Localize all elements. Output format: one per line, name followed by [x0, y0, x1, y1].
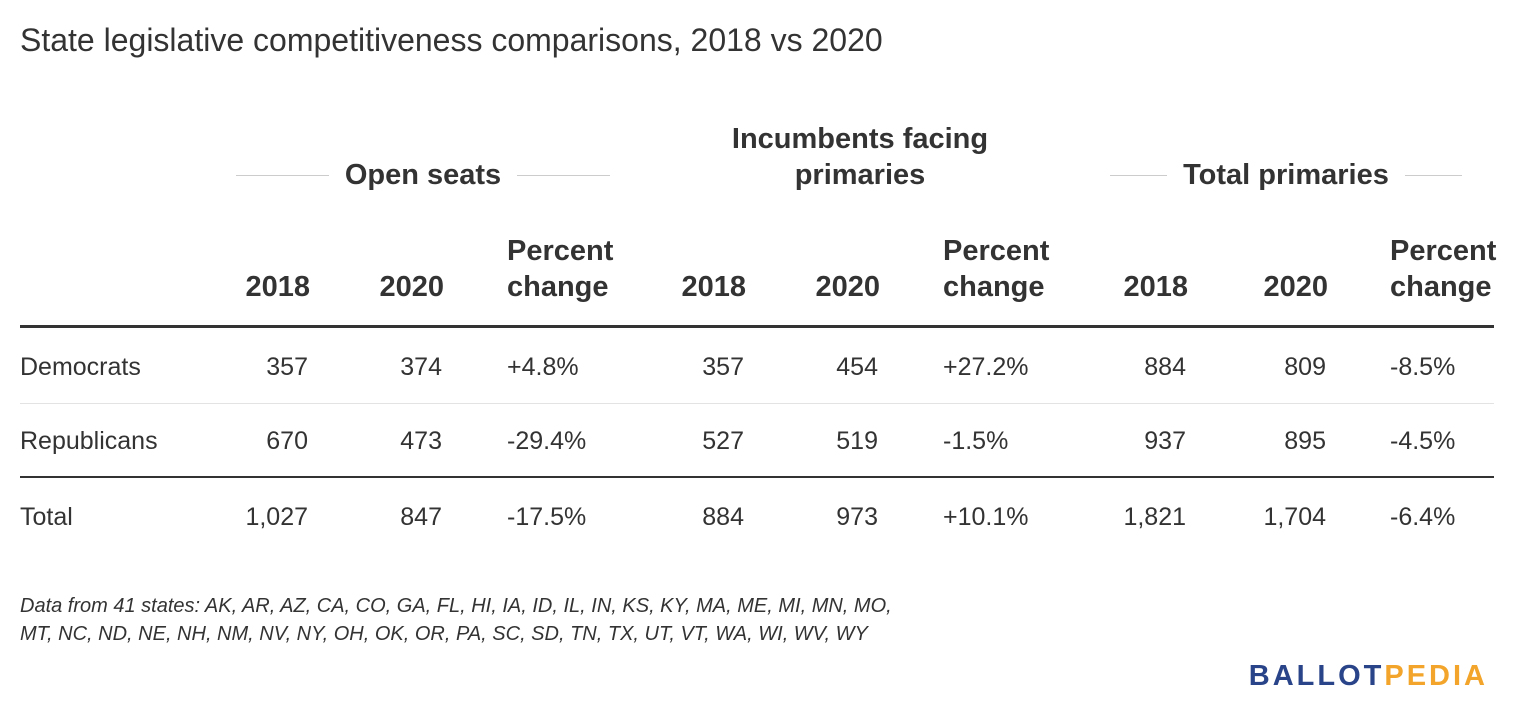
cell-open-2020: 473 [400, 427, 442, 455]
footnote: Data from 41 states: AK, AR, AZ, CA, CO,… [20, 592, 1120, 648]
col-header-open-2020: 2020 [379, 271, 444, 303]
row-divider [20, 403, 1494, 404]
cell-tot-pct: -8.5% [1390, 353, 1456, 381]
col-header-inc-pct-line1: Percent [943, 235, 1050, 267]
cell-inc-2020: 454 [836, 353, 878, 381]
cell-inc-2018: 884 [702, 503, 744, 531]
group-total-primaries-label: Total primaries [1183, 159, 1389, 191]
footnote-line2: MT, NC, ND, NE, NH, NM, NV, NY, OH, OK, … [20, 623, 868, 645]
cell-tot-2018: 937 [1144, 427, 1186, 455]
logo-pedia-text: PEDIA [1384, 660, 1488, 692]
cell-tot-2020: 809 [1284, 353, 1326, 381]
cell-tot-pct: -4.5% [1390, 427, 1456, 455]
divider [1404, 174, 1462, 176]
group-total-primaries: Total primaries [1110, 157, 1462, 193]
cell-open-pct: -17.5% [507, 503, 587, 531]
cell-inc-2020: 973 [836, 503, 878, 531]
row-label: Total [20, 503, 73, 531]
cell-open-2018: 1,027 [245, 503, 308, 531]
header-divider [20, 325, 1494, 328]
cell-open-pct: +4.8% [507, 353, 579, 381]
cell-inc-2018: 357 [702, 353, 744, 381]
col-header-tot-pct-line2: change [1390, 271, 1492, 303]
divider [517, 174, 610, 176]
col-header-open-pct-line2: change [507, 271, 609, 303]
total-divider [20, 476, 1494, 478]
cell-tot-2018: 1,821 [1123, 503, 1186, 531]
cell-open-2018: 357 [266, 353, 308, 381]
group-incumbents-label-line1: Incumbents facing [731, 123, 989, 155]
col-header-inc-pct: Percent change [943, 233, 1083, 305]
cell-open-2018: 670 [266, 427, 308, 455]
logo-ballot-text: BALLOT [1248, 660, 1385, 692]
cell-inc-2020: 519 [836, 427, 878, 455]
col-header-inc-2020: 2020 [815, 271, 880, 303]
cell-open-2020: 374 [400, 353, 442, 381]
cell-tot-pct: -6.4% [1390, 503, 1456, 531]
cell-inc-pct: +10.1% [943, 503, 1029, 531]
col-header-open-pct-line1: Percent [507, 235, 614, 267]
cell-inc-pct: +27.2% [943, 353, 1029, 381]
group-open-seats-label: Open seats [344, 159, 502, 191]
divider [1110, 174, 1168, 176]
cell-tot-2020: 895 [1284, 427, 1326, 455]
footnote-line1: Data from 41 states: AK, AR, AZ, CA, CO,… [20, 595, 892, 617]
col-header-inc-2018: 2018 [681, 271, 746, 303]
group-open-seats: Open seats [236, 157, 610, 193]
page-title: State legislative competitiveness compar… [20, 22, 883, 58]
col-header-tot-2020: 2020 [1263, 271, 1328, 303]
cell-open-pct: -29.4% [507, 427, 587, 455]
group-incumbents-label-line2: primaries [794, 159, 926, 191]
ballotpedia-logo: BALLOTPEDIA [1249, 660, 1488, 693]
row-label: Republicans [20, 427, 158, 455]
cell-inc-2018: 527 [702, 427, 744, 455]
col-header-inc-pct-line2: change [943, 271, 1045, 303]
col-header-tot-2018: 2018 [1123, 271, 1188, 303]
col-header-tot-pct: Percent change [1390, 233, 1500, 305]
divider [236, 174, 329, 176]
group-incumbents: Incumbents facing primaries [700, 121, 1020, 193]
col-header-open-pct: Percent change [507, 233, 647, 305]
cell-tot-2018: 884 [1144, 353, 1186, 381]
row-label: Democrats [20, 353, 141, 381]
col-header-tot-pct-line1: Percent [1390, 235, 1497, 267]
cell-inc-pct: -1.5% [943, 427, 1009, 455]
cell-open-2020: 847 [400, 503, 442, 531]
cell-tot-2020: 1,704 [1263, 503, 1326, 531]
col-header-open-2018: 2018 [245, 271, 310, 303]
